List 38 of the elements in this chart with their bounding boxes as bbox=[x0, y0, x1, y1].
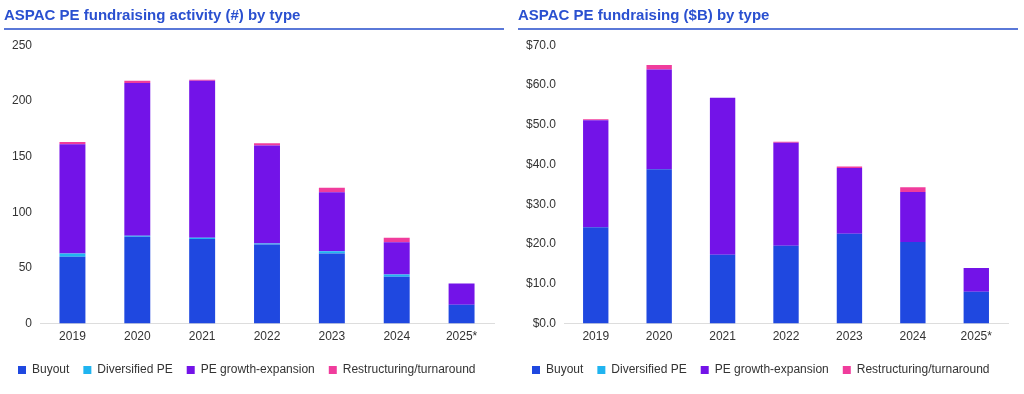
x-tick-label: 2023 bbox=[836, 329, 864, 344]
x-tick-label: 2020 bbox=[645, 329, 673, 344]
legend-label: Restructuring/turnaround bbox=[856, 362, 990, 377]
y-tick-label: 200 bbox=[11, 93, 33, 108]
x-tick-label: 2019 bbox=[59, 329, 87, 344]
x-tick-label: 2022 bbox=[253, 329, 281, 344]
y-tick-label: 100 bbox=[11, 204, 33, 219]
legend-label: Restructuring/turnaround bbox=[342, 362, 476, 377]
x-tick-label: 2021 bbox=[709, 329, 737, 344]
y-tick-label: $50.0 bbox=[526, 117, 557, 132]
x-tick-label: 2022 bbox=[772, 329, 800, 344]
x-tick-label: 2023 bbox=[318, 329, 346, 344]
y-tick-label: $70.0 bbox=[526, 37, 557, 52]
x-tick-label: 2025* bbox=[445, 329, 478, 344]
legend-label: Diversified PE bbox=[611, 362, 687, 377]
legend-label: Diversified PE bbox=[97, 362, 173, 377]
y-tick-label: $0.0 bbox=[532, 315, 557, 330]
x-tick-label: 2025* bbox=[960, 329, 993, 344]
y-tick-label: 0 bbox=[25, 315, 33, 330]
y-tick-label: $20.0 bbox=[526, 236, 557, 251]
legend-label: Buyout bbox=[32, 362, 71, 377]
y-tick-label: $10.0 bbox=[526, 276, 557, 291]
y-tick-label: $30.0 bbox=[526, 196, 557, 211]
y-tick-label: $60.0 bbox=[526, 77, 557, 92]
y-tick-label: 150 bbox=[11, 148, 33, 163]
chart-title: ASPAC PE fundraising activity (#) by type bbox=[4, 0, 504, 30]
y-tick-label: $40.0 bbox=[526, 156, 557, 171]
legend-label: PE growth-expansion bbox=[200, 362, 315, 377]
y-tick-label: 50 bbox=[18, 260, 33, 275]
x-tick-label: 2020 bbox=[123, 329, 151, 344]
y-tick-label: 250 bbox=[11, 37, 33, 52]
x-tick-label: 2021 bbox=[188, 329, 216, 344]
x-tick-label: 2024 bbox=[383, 329, 411, 344]
legend-label: Buyout bbox=[546, 362, 585, 377]
x-tick-label: 2024 bbox=[899, 329, 927, 344]
x-tick-label: 2019 bbox=[582, 329, 610, 344]
legend-label: PE growth-expansion bbox=[714, 362, 829, 377]
chart-title: ASPAC PE fundraising ($B) by type bbox=[518, 0, 1018, 30]
